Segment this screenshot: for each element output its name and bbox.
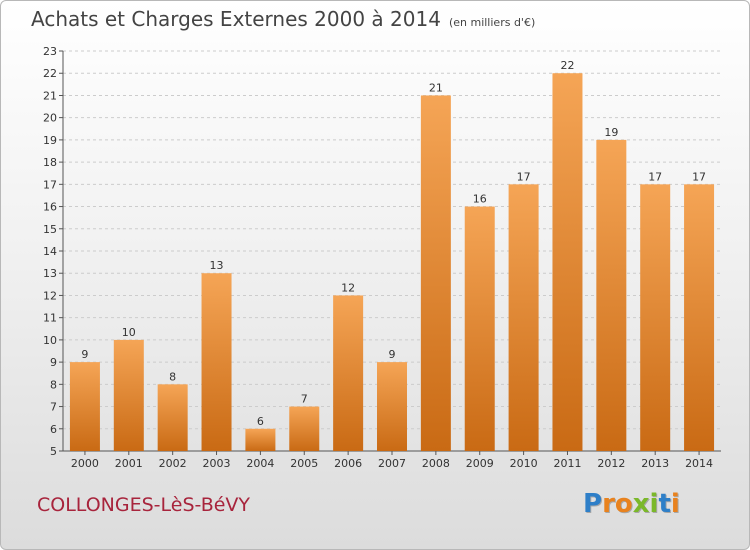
x-tick-label: 2012 [597,457,625,470]
y-tick-label: 10 [43,334,57,347]
bar [596,139,627,451]
x-tick-label: 2001 [115,457,143,470]
bar [420,95,451,451]
x-tick-label: 2014 [685,457,713,470]
y-tick-label: 21 [43,89,57,102]
y-tick-label: 12 [43,289,57,302]
y-tick-label: 15 [43,223,57,236]
bar [508,184,539,452]
logo-letter: r [602,489,615,519]
x-tick-label: 2010 [510,457,538,470]
bar [333,295,364,451]
y-tick-label: 5 [50,445,57,458]
logo-letter: x [632,489,650,519]
y-tick-label: 6 [50,423,57,436]
bar-value-label: 6 [257,415,264,428]
bar-value-label: 16 [473,193,487,206]
bar [245,428,276,451]
bar-value-label: 9 [389,348,396,361]
bar-value-label: 12 [341,281,355,294]
chart-subtitle: (en milliers d'€) [448,16,536,29]
bar [640,184,671,452]
x-tick-label: 2004 [246,457,274,470]
commune-name: COLLONGES-LèS-BéVY [37,494,251,516]
bar-value-label: 8 [169,370,176,383]
y-tick-label: 9 [50,356,57,369]
bar [201,273,232,451]
x-tick-label: 2000 [71,457,99,470]
y-tick-label: 20 [43,112,57,125]
bar-value-label: 19 [604,126,618,139]
bar-value-label: 10 [122,326,136,339]
bar [464,206,495,451]
y-tick-label: 13 [43,267,57,280]
x-tick-label: 2005 [290,457,318,470]
x-tick-label: 2002 [159,457,187,470]
y-tick-label: 14 [43,245,57,258]
proxiti-logo: Proxiti [583,489,680,519]
bar-value-label: 13 [210,259,224,272]
y-tick-label: 11 [43,312,57,325]
bar [69,362,100,451]
bar [552,73,583,451]
logo-letter: o [614,489,633,519]
y-tick-label: 22 [43,67,57,80]
bar [113,339,144,451]
x-tick-label: 2008 [422,457,450,470]
x-tick-label: 2007 [378,457,406,470]
logo-letter: i [670,489,680,519]
bar [377,362,407,451]
y-tick-label: 8 [50,378,57,391]
bar-value-label: 17 [692,170,706,183]
y-tick-label: 19 [43,134,57,147]
bar-value-label: 22 [560,59,574,72]
bar-value-label: 9 [81,348,88,361]
bar-value-label: 7 [301,393,308,406]
x-tick-label: 2009 [466,457,494,470]
bar-value-label: 21 [429,81,443,94]
logo-letter: i [649,489,659,519]
bar [157,384,188,451]
y-tick-label: 18 [43,156,57,169]
y-tick-label: 7 [50,401,57,414]
y-tick-label: 16 [43,201,57,214]
bar-value-label: 17 [517,170,531,183]
y-tick-label: 17 [43,178,57,191]
bar [684,184,715,452]
logo-letter: P [583,489,603,519]
y-tick-label: 23 [43,45,57,58]
x-tick-label: 2003 [203,457,231,470]
bar-value-label: 17 [648,170,662,183]
x-tick-label: 2011 [553,457,581,470]
x-tick-label: 2013 [641,457,669,470]
chart-title: Achats et Charges Externes 2000 à 2014 (e… [31,7,535,31]
bar [289,406,320,451]
chart-title-text: Achats et Charges Externes 2000 à 2014 [31,7,441,31]
x-tick-label: 2006 [334,457,362,470]
logo-letter: t [658,489,671,519]
